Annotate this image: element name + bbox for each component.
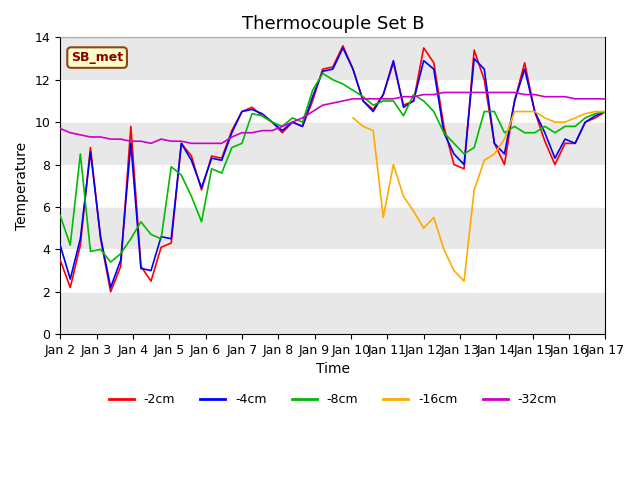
Text: SB_met: SB_met (71, 51, 123, 64)
Bar (60, 122, 605, 165)
Title: Thermocouple Set B: Thermocouple Set B (241, 15, 424, 33)
Y-axis label: Temperature: Temperature (15, 142, 29, 230)
Bar (60, 292, 605, 334)
Bar (60, 207, 605, 249)
Bar (60, 37, 605, 80)
X-axis label: Time: Time (316, 362, 350, 376)
Legend: -2cm, -4cm, -8cm, -16cm, -32cm: -2cm, -4cm, -8cm, -16cm, -32cm (104, 388, 562, 411)
